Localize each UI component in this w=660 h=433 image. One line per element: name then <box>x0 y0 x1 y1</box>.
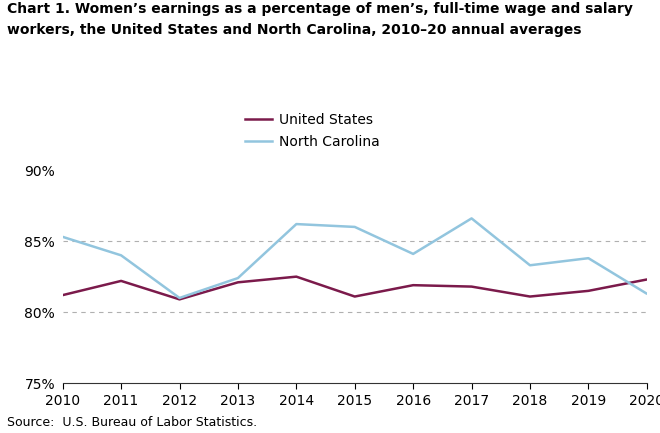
Legend: United States, North Carolina: United States, North Carolina <box>245 113 380 149</box>
Text: workers, the United States and North Carolina, 2010–20 annual averages: workers, the United States and North Car… <box>7 23 581 36</box>
Text: Source:  U.S. Bureau of Labor Statistics.: Source: U.S. Bureau of Labor Statistics. <box>7 416 257 429</box>
Text: Chart 1. Women’s earnings as a percentage of men’s, full-time wage and salary: Chart 1. Women’s earnings as a percentag… <box>7 2 632 16</box>
